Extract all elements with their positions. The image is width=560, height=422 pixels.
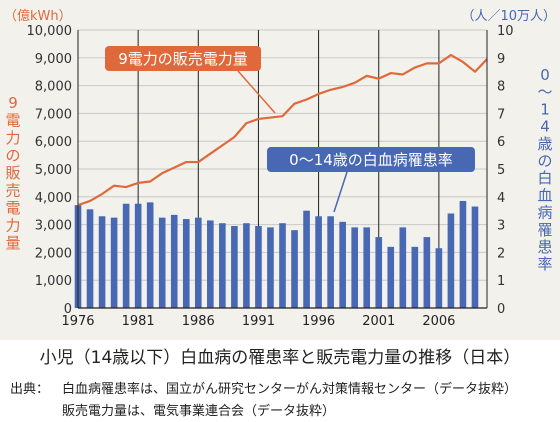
callout-box-leukemia bbox=[267, 147, 475, 172]
bar bbox=[315, 216, 322, 308]
y-tick-left: 0 bbox=[64, 302, 72, 317]
bar bbox=[435, 248, 443, 308]
bar bbox=[267, 227, 274, 308]
chart-caption: 小児（14歳以下）白血病の罹患率と販売電力量の推移（日本） bbox=[39, 348, 521, 368]
right-axis-title: 0 〜 1 4 歳の白血病罹患率 bbox=[537, 66, 552, 273]
y-tick-right: 3 bbox=[497, 219, 505, 234]
y-tick-right: 7 bbox=[497, 107, 505, 122]
bar bbox=[194, 217, 202, 308]
x-tick: 2006 bbox=[422, 314, 455, 329]
bar bbox=[471, 206, 479, 308]
x-tick: 1996 bbox=[302, 314, 335, 329]
y-tick-left: 4,000 bbox=[35, 191, 72, 206]
source-line-2: 販売電力量は、電気事業連合会（データ抜粋） bbox=[10, 400, 335, 419]
chart: 0 1,000 2,000 3,000 4,000 5,000 6,000 7,000 8,00… bbox=[4, 8, 556, 329]
callout-leukemia: 0〜14歳の白血病罹患率 bbox=[289, 151, 453, 169]
y-tick-right: 10 bbox=[497, 24, 514, 39]
callout-pointer-electricity bbox=[237, 70, 276, 114]
bar bbox=[110, 217, 118, 308]
bar bbox=[459, 200, 467, 308]
y-tick-right: 0 bbox=[497, 302, 505, 317]
bar-layer bbox=[74, 200, 479, 308]
y-tick-right: 6 bbox=[497, 135, 505, 150]
bar bbox=[411, 246, 419, 308]
bar bbox=[134, 203, 142, 308]
bar bbox=[303, 210, 310, 308]
x-tick: 2001 bbox=[362, 314, 395, 329]
bar bbox=[170, 214, 178, 308]
bar bbox=[158, 217, 166, 308]
y-tick-right: 2 bbox=[497, 246, 505, 261]
y-tick-left: 7,000 bbox=[35, 107, 72, 122]
x-tick: 1986 bbox=[182, 314, 215, 329]
right-unit: （人／10万人） bbox=[461, 9, 556, 24]
bar bbox=[399, 227, 407, 308]
bar bbox=[146, 202, 154, 308]
source-text-1: 白血病罹患率は、国立がん研究センターがん対策情報センター（データ抜粋） bbox=[62, 382, 518, 397]
bar bbox=[363, 227, 371, 308]
bar bbox=[279, 223, 286, 308]
x-tick: 1981 bbox=[122, 314, 155, 329]
y-tick-right: 8 bbox=[497, 80, 505, 95]
bar bbox=[231, 225, 238, 308]
y-tick-left: 5,000 bbox=[35, 163, 72, 178]
y-tick-right: 4 bbox=[497, 191, 505, 206]
y-tick-left: 10,000 bbox=[27, 24, 73, 39]
y-tick-left: 6,000 bbox=[35, 135, 72, 150]
y-tick-left: 8,000 bbox=[35, 80, 72, 95]
source-line-1: 出典： 白血病罹患率は、国立がん研究センターがん対策情報センター（データ抜粋） bbox=[10, 378, 517, 397]
source-text-2: 販売電力量は、電気事業連合会（データ抜粋） bbox=[62, 404, 336, 419]
bar bbox=[219, 223, 226, 308]
y-tick-right: 5 bbox=[497, 163, 505, 178]
line-layer bbox=[77, 53, 488, 207]
left-axis-title: 9 電力の販売電力量 bbox=[5, 94, 20, 252]
bar bbox=[98, 216, 106, 308]
y-tick-left: 9,000 bbox=[35, 52, 72, 67]
y-tick-left: 2,000 bbox=[35, 246, 72, 261]
callout-box-electricity bbox=[105, 46, 261, 71]
bar bbox=[327, 216, 334, 308]
y-tick-right: 9 bbox=[497, 52, 505, 67]
label-layer: 0 1,000 2,000 3,000 4,000 5,000 6,000 7,000 8,00… bbox=[4, 8, 556, 329]
bar bbox=[182, 219, 190, 308]
bar bbox=[122, 203, 130, 308]
bar bbox=[351, 227, 358, 308]
x-tick: 1991 bbox=[242, 314, 275, 329]
bar bbox=[255, 225, 262, 308]
bar bbox=[447, 213, 455, 308]
bar bbox=[86, 209, 94, 308]
callout-electricity: 9電力の販売電力量 bbox=[118, 50, 248, 68]
bar bbox=[291, 230, 298, 308]
y-tick-left: 1,000 bbox=[35, 274, 72, 289]
source-label: 出典： bbox=[10, 382, 50, 397]
bar bbox=[375, 237, 383, 308]
bar bbox=[339, 221, 346, 308]
bar bbox=[387, 246, 395, 308]
axis-layer bbox=[77, 30, 488, 309]
y-tick-left: 3,000 bbox=[35, 219, 72, 234]
bar bbox=[243, 223, 250, 308]
y-tick-right: 1 bbox=[497, 274, 505, 289]
bar bbox=[207, 220, 214, 308]
bar bbox=[423, 237, 431, 308]
left-unit: （億kWh） bbox=[4, 8, 72, 24]
callout-pointer-leukemia bbox=[333, 171, 348, 213]
line-series bbox=[77, 53, 488, 207]
x-tick: 1976 bbox=[61, 314, 94, 329]
